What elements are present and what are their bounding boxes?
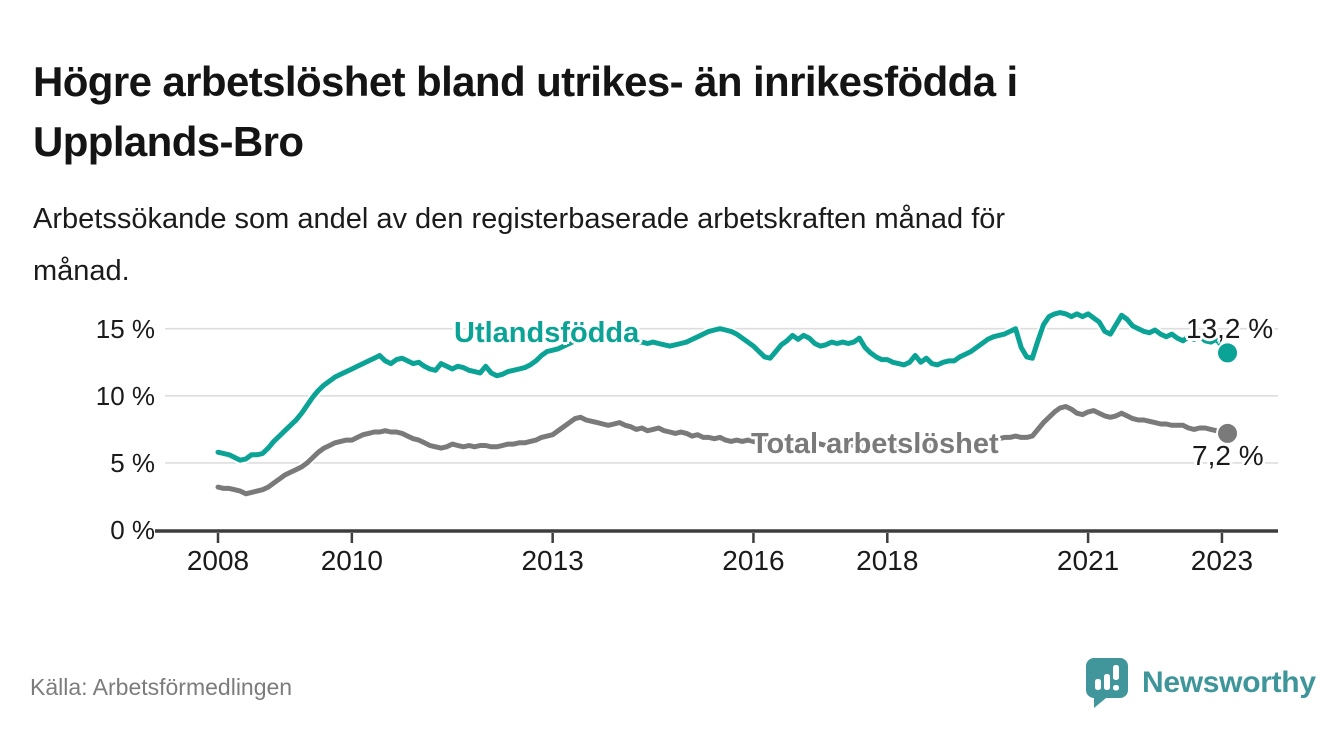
x-axis-label: 2018: [856, 545, 919, 576]
x-axis-label: 2010: [320, 545, 383, 576]
page-title-line2: Upplands-Bro: [33, 117, 304, 165]
series-end-dot-0: [1216, 341, 1240, 365]
x-axis-label: 2008: [186, 545, 250, 576]
series-label-utlandsfodda: Utlandsfödda: [454, 317, 640, 349]
series-end-dot-1: [1216, 421, 1240, 445]
x-axis-label: 2021: [1056, 545, 1120, 576]
page-title: Högre arbetslöshet bland utrikes- än inr…: [33, 52, 1303, 171]
series-halo: [213, 402, 1232, 499]
chart-subtitle: Arbetssökande som andel av den registerb…: [33, 193, 1273, 297]
y-axis-label: 0 %: [110, 515, 155, 545]
y-axis-label: 10 %: [95, 380, 155, 411]
end-value-label-utlandsfodda: 13,2 %: [1186, 313, 1274, 344]
page-title-line1: Högre arbetslöshet bland utrikes- än inr…: [33, 58, 1018, 106]
y-axis-label: 15 %: [95, 313, 155, 344]
chart-subtitle-line2: månad.: [33, 255, 130, 288]
end-value-label-total: 7,2 %: [1192, 440, 1264, 471]
series-line-1: [215, 404, 1230, 497]
x-axis-label: 2023: [1190, 545, 1254, 576]
x-axis-label: 2016: [722, 545, 785, 576]
bar-chart-speech-bubble-icon: [1086, 658, 1128, 708]
source-note: Källa: Arbetsförmedlingen: [30, 674, 293, 700]
series-label-total-arbetsloshet: Total arbetslöshet: [751, 428, 999, 460]
newsworthy-logo: Newsworthy: [1086, 655, 1316, 711]
series-line-0: [215, 310, 1230, 463]
chart-subtitle-line1: Arbetssökande som andel av den registerb…: [33, 203, 1006, 235]
x-axis-label: 2013: [521, 545, 584, 576]
y-axis-label: 5 %: [110, 447, 155, 478]
newsworthy-logo-text: Newsworthy: [1142, 666, 1316, 699]
